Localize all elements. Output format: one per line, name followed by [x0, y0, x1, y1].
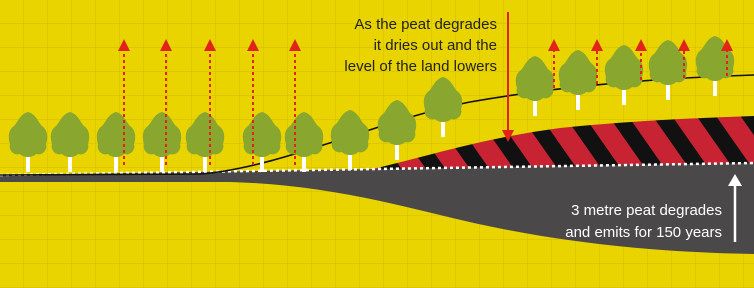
note-line: As the peat degrades: [354, 16, 497, 33]
note-line: it dries out and the: [374, 37, 497, 54]
peat-diagram: As the peat degrades it dries out and th…: [0, 0, 754, 288]
note-line: level of the land lowers: [344, 58, 497, 75]
note-line: and emits for 150 years: [565, 224, 722, 241]
note-line: 3 metre peat degrades: [571, 202, 722, 219]
